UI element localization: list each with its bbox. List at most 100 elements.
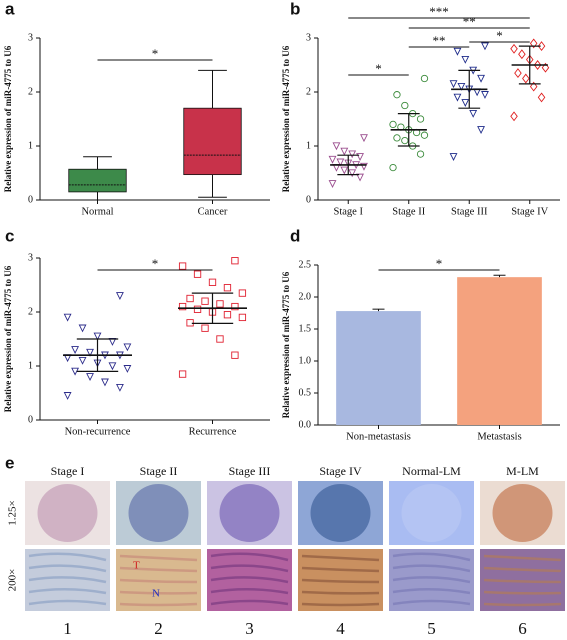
data-point (78, 324, 87, 333)
image-number: 3 (245, 619, 254, 638)
tissue-structure (210, 564, 289, 573)
data-point (529, 81, 538, 92)
data-point (481, 42, 489, 51)
y-tick-label: 2.0 (299, 291, 312, 302)
data-point (514, 68, 522, 79)
image-number: 1 (63, 619, 72, 638)
tissue-structure (392, 599, 471, 606)
data-point (71, 367, 80, 376)
y-tick-label: 2 (28, 306, 33, 317)
tissue-structure (301, 554, 380, 562)
data-point (537, 92, 546, 103)
y-tick-label: 3 (306, 32, 311, 43)
image-number: 4 (336, 619, 345, 638)
x-tick-label: Recurrence (189, 426, 237, 437)
bar (457, 277, 542, 425)
tumor-marker: T (133, 560, 140, 572)
data-point (186, 294, 194, 303)
y-tick-label: 0.0 (299, 419, 312, 430)
significance-label: *** (429, 4, 449, 19)
data-point (541, 62, 550, 73)
tissue-core (219, 484, 280, 542)
data-point (340, 166, 349, 175)
data-point (477, 126, 485, 135)
y-tick-label: 1 (28, 140, 33, 151)
panel-letter: a (5, 0, 15, 18)
y-tick-label: 2 (28, 86, 33, 97)
data-point (533, 60, 542, 70)
significance-label: ** (433, 33, 446, 48)
data-point (477, 74, 485, 83)
data-point (63, 392, 72, 400)
y-axis-label: Relative expression of miR-4775 to U6 (3, 45, 13, 192)
box (68, 168, 127, 193)
data-point (328, 155, 337, 164)
y-tick-label: 1 (28, 360, 33, 371)
y-tick-label: 2 (306, 86, 311, 97)
tissue-structure (483, 566, 562, 573)
y-tick-label: 0.5 (299, 387, 312, 398)
data-point (178, 302, 187, 311)
tissue-structure (483, 590, 562, 595)
data-point (336, 158, 345, 167)
data-point (420, 131, 429, 139)
data-point (537, 41, 546, 52)
data-point (510, 111, 518, 122)
tissue-core (37, 484, 98, 542)
data-point (389, 120, 397, 129)
x-tick-label: Stage II (392, 206, 425, 217)
data-point (416, 115, 425, 123)
data-point (510, 43, 518, 54)
x-tick-label: Non-metastasis (346, 431, 411, 442)
y-tick-label: 0 (28, 414, 33, 425)
tissue-structure (119, 590, 198, 595)
significance-label: * (436, 256, 443, 271)
tissue-core (128, 484, 189, 542)
tissue-core (401, 484, 462, 542)
data-point (63, 313, 72, 322)
tissue-core (492, 484, 553, 542)
data-point (360, 162, 368, 171)
data-point (193, 270, 202, 278)
y-tick-label: 0 (28, 194, 33, 205)
column-label: Stage III (229, 464, 271, 478)
data-point (216, 300, 224, 308)
data-point (71, 346, 80, 355)
y-tick-label: 0 (306, 194, 311, 205)
data-point (420, 74, 429, 83)
data-point (348, 169, 357, 178)
column-label: Stage I (51, 464, 85, 478)
data-point (356, 173, 364, 182)
y-tick-label: 3 (28, 32, 33, 43)
data-point (115, 383, 124, 392)
tissue-structure (301, 602, 380, 607)
panel-letter: e (5, 453, 14, 472)
data-point (216, 335, 224, 343)
y-tick-label: 3 (28, 252, 33, 263)
data-point (231, 257, 239, 265)
data-point (389, 163, 397, 172)
data-point (453, 47, 462, 56)
column-label: Stage IV (319, 464, 362, 478)
column-label: Stage II (140, 464, 178, 478)
x-tick-label: Stage III (451, 206, 488, 217)
tissue-structure (483, 578, 562, 584)
data-point (393, 134, 401, 142)
tissue-structure (28, 599, 107, 606)
data-point (356, 153, 364, 162)
tissue-structure (392, 552, 471, 562)
x-tick-label: Stage IV (511, 206, 548, 217)
bar (336, 311, 421, 425)
data-point (529, 38, 538, 49)
tissue-structure (28, 552, 107, 562)
tissue-structure (210, 552, 289, 562)
y-axis-label: Relative expression of miR-4775 to U6 (281, 271, 291, 418)
box (183, 107, 242, 176)
tissue-structure (483, 554, 562, 562)
significance-label: * (152, 256, 159, 271)
data-point (401, 101, 409, 110)
significance-label: * (496, 28, 503, 43)
data-point (86, 348, 94, 357)
significance-label: ** (463, 14, 476, 29)
tissue-structure (119, 566, 198, 573)
